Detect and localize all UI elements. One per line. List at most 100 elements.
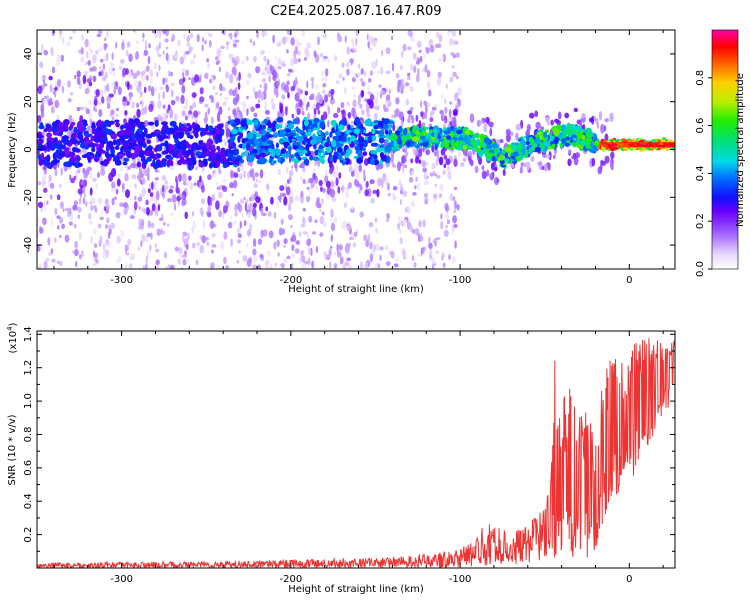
spectral-blob: [412, 228, 415, 235]
spectral-blob: [446, 165, 451, 172]
spectral-blob: [581, 134, 586, 140]
spectral-blob: [603, 144, 608, 148]
spectral-blob: [453, 111, 458, 117]
spectral-blob: [547, 162, 551, 171]
spectral-blob: [344, 35, 347, 43]
spectral-blob: [327, 106, 331, 115]
spectral-blob: [375, 105, 380, 111]
spectral-blob: [351, 107, 356, 117]
spectral-blob: [420, 247, 423, 257]
spectral-blob: [222, 163, 228, 169]
spectral-blob: [141, 219, 145, 226]
spectral-blob: [260, 229, 264, 239]
spectral-blob: [66, 41, 71, 47]
spectral-blob: [534, 146, 541, 153]
spectral-blob: [395, 257, 399, 262]
spectral-blob: [226, 45, 229, 50]
spectral-blob: [451, 223, 455, 232]
spectral-blob: [423, 192, 429, 199]
spectral-blob: [353, 128, 361, 135]
spectral-blob: [336, 107, 341, 114]
spectral-blob: [433, 130, 438, 139]
spectral-blob: [137, 173, 142, 183]
spectral-blob: [352, 42, 355, 51]
spectral-blob: [422, 161, 426, 168]
spectral-blob: [274, 262, 278, 267]
spectral-blob: [338, 172, 342, 179]
spectral-blob: [43, 49, 49, 56]
spectral-blob: [87, 60, 91, 65]
spectral-blob: [194, 74, 200, 83]
spectral-blob: [208, 151, 212, 156]
spectral-blob: [310, 123, 315, 130]
spectral-blob: [279, 39, 283, 47]
spectral-blob: [121, 124, 126, 129]
y-tick-label: -40: [23, 237, 34, 253]
spectral-blob: [99, 216, 104, 221]
spectral-blob: [140, 74, 146, 81]
spectral-blob: [306, 42, 312, 49]
spectral-blob: [134, 183, 137, 189]
spectral-blob: [309, 155, 314, 161]
spectral-blob: [301, 255, 306, 263]
spectral-blob: [474, 165, 479, 174]
spectral-blob: [279, 102, 284, 113]
spectral-blob: [333, 112, 339, 119]
spectral-blob: [137, 196, 143, 202]
spectral-blob: [209, 220, 215, 229]
spectral-blob: [418, 127, 424, 131]
spectral-blob: [173, 113, 178, 122]
spectral-blob: [245, 142, 251, 151]
y-tick-label: 0.6: [23, 460, 34, 476]
spectral-blob: [448, 254, 451, 261]
spectral-blob: [92, 66, 97, 72]
spectral-blob: [287, 92, 290, 99]
spectral-blob: [312, 231, 316, 235]
spectral-blob: [403, 219, 408, 223]
spectral-blob: [123, 148, 128, 153]
spectral-blob: [214, 134, 221, 140]
spectral-blob: [437, 71, 442, 79]
spectral-blob: [198, 162, 205, 168]
spectral-blob: [415, 73, 420, 83]
spectral-blob: [143, 208, 147, 214]
spectral-blob: [425, 47, 430, 54]
spectral-blob: [302, 231, 308, 235]
spectral-blob: [364, 119, 372, 127]
spectral-blob: [37, 244, 40, 252]
spectral-blob: [43, 99, 46, 107]
spectral-blob: [199, 96, 205, 103]
spectral-blob: [188, 125, 192, 131]
spectral-blob: [63, 136, 70, 140]
spectral-blob: [291, 244, 295, 252]
spectral-blob: [272, 69, 277, 78]
spectral-blob: [438, 57, 442, 62]
spectral-blob: [56, 215, 61, 219]
spectral-blob: [407, 30, 413, 37]
spectral-blob: [88, 201, 93, 205]
spectral-blob: [402, 249, 406, 258]
spectral-blob: [291, 113, 295, 119]
spectral-blob: [164, 251, 167, 259]
spectral-blob: [571, 155, 576, 160]
spectral-blob: [373, 124, 379, 130]
spectral-blob: [218, 209, 222, 218]
spectral-blob: [74, 148, 81, 153]
spectral-blob: [230, 149, 234, 155]
spectral-blob: [346, 46, 350, 55]
spectral-blob: [178, 173, 182, 182]
spectral-blob: [249, 196, 252, 202]
spectral-blob: [308, 215, 313, 223]
spectral-blob: [114, 81, 118, 87]
spectral-blob: [67, 98, 72, 103]
spectral-blob: [115, 107, 120, 112]
colorbar-label: Normalized spectral amplitude: [735, 73, 746, 227]
spectral-blob: [291, 263, 294, 269]
spectral-blob: [447, 30, 450, 37]
spectral-blob: [54, 99, 60, 109]
spectral-blob: [237, 233, 242, 239]
spectral-blob: [209, 196, 213, 207]
spectral-blob: [267, 211, 272, 217]
y-tick-label: -20: [23, 189, 34, 205]
spectral-blob: [40, 111, 45, 118]
